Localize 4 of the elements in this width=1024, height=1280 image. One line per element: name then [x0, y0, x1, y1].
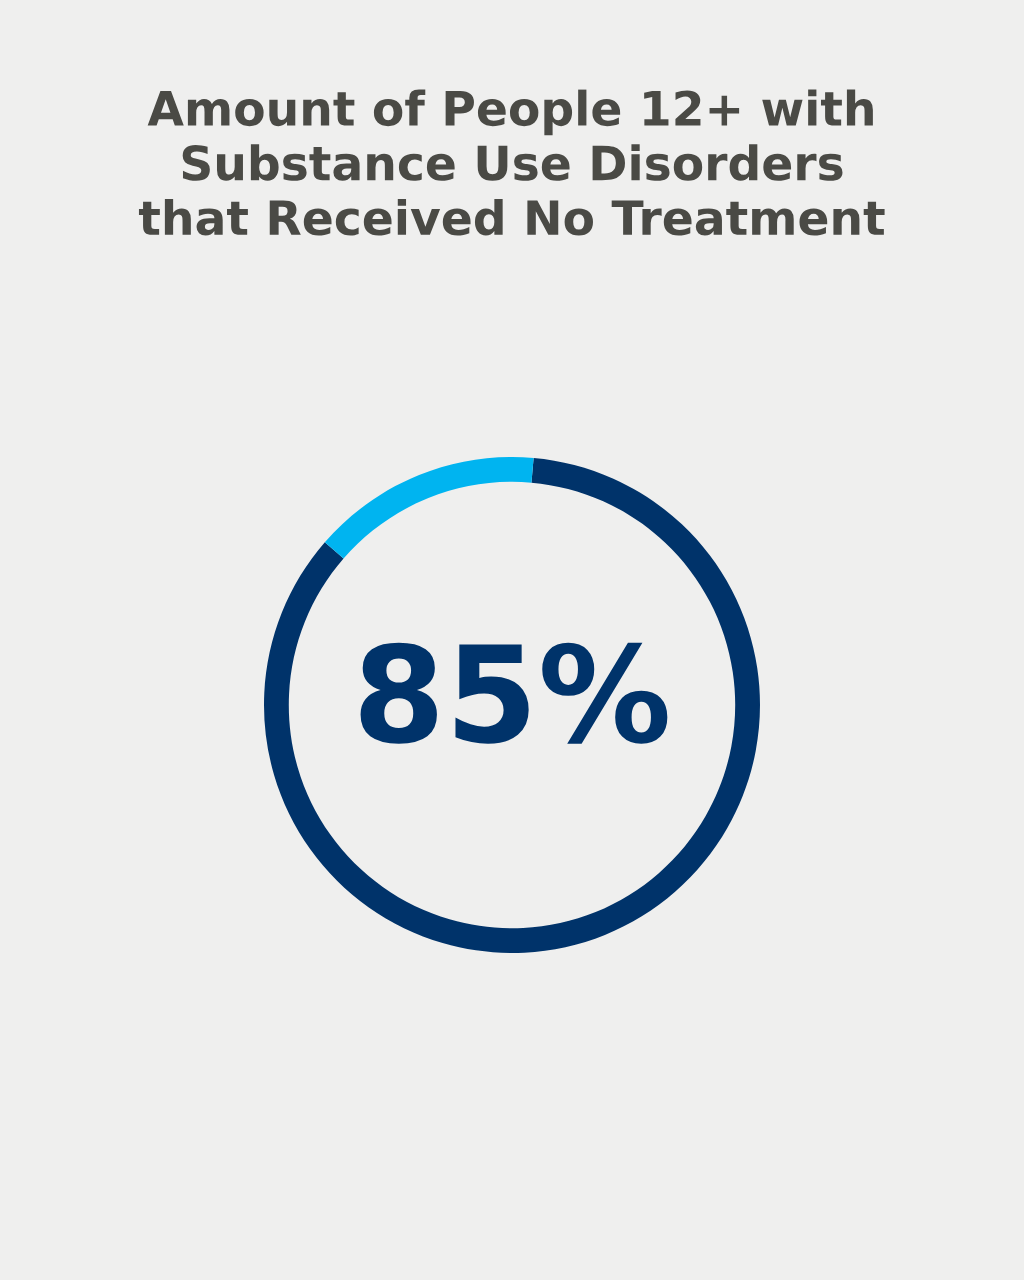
- data-label: 85%: [360, 642, 668, 744]
- chart-title: Amount of People 12+ with Substance Use Disorders that Received No Treatment: [138, 89, 885, 236]
- donut-slice: [264, 457, 760, 953]
- donut-slice: [324, 457, 534, 559]
